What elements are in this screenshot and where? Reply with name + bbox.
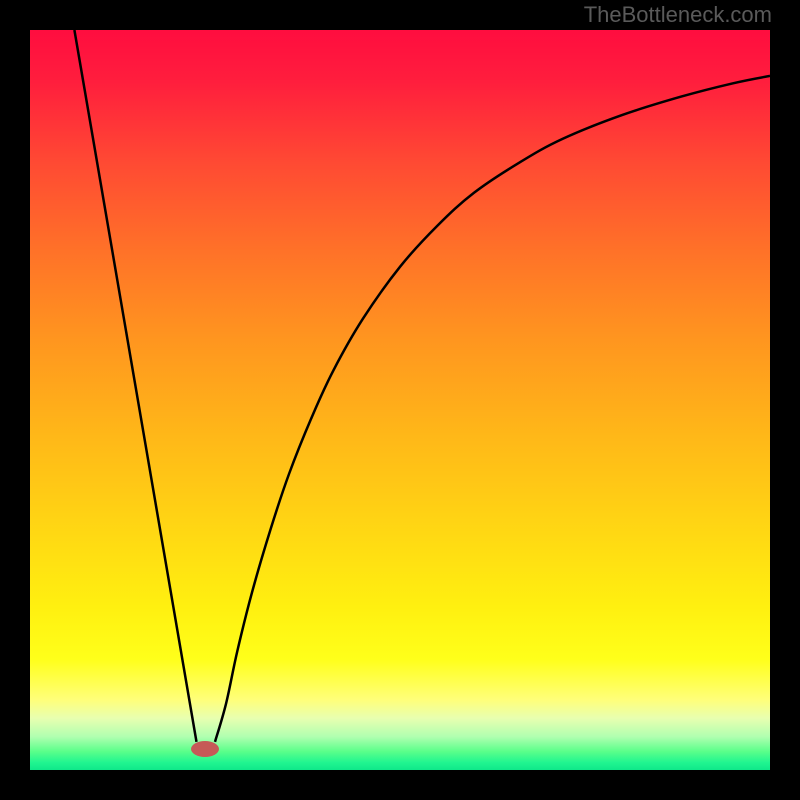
curve-right — [215, 76, 770, 742]
plot-area — [30, 30, 770, 770]
curve-left — [74, 30, 196, 742]
watermark-text: TheBottleneck.com — [584, 2, 772, 28]
chart-svg — [30, 30, 770, 770]
minimum-marker — [191, 741, 219, 757]
